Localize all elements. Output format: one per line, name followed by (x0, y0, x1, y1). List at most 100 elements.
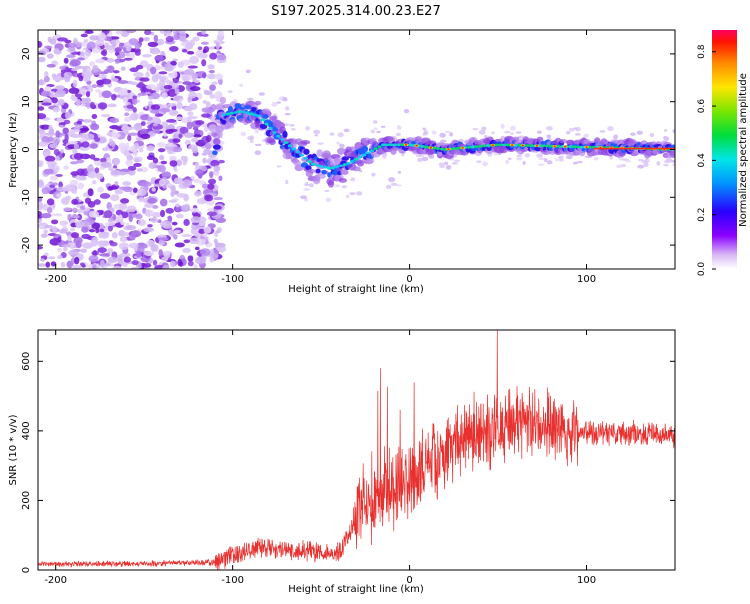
heatmap-faint-blob (484, 134, 488, 139)
heatmap-faint-blob (382, 156, 387, 159)
heatmap-faint-blob (663, 163, 669, 167)
heatmap-noise-blob (79, 103, 87, 107)
heatmap-noise-blob (109, 241, 118, 247)
heatmap-noise-blob (97, 247, 107, 253)
heatmap-faint-blob (538, 157, 545, 161)
heatmap-faint-blob (431, 130, 437, 135)
heatmap-noise-blob (46, 53, 54, 59)
heatmap-noise-blob (92, 65, 99, 73)
heatmap-track-core (326, 166, 332, 170)
heatmap-noise-blob (198, 228, 206, 234)
heatmap-noise-blob (181, 233, 192, 238)
heatmap-faint-blob (575, 126, 581, 132)
heatmap-faint-blob (555, 158, 559, 162)
heatmap-track-core (225, 112, 230, 116)
heatmap-track-core (556, 144, 561, 148)
heatmap-hot-core (429, 146, 433, 149)
heatmap-noise-blob (164, 251, 171, 256)
heatmap-track-core (474, 145, 480, 149)
heatmap-noise-blob (40, 213, 52, 219)
heatmap-noise-blob (156, 38, 165, 46)
heatmap-noise-blob (147, 197, 157, 204)
heatmap-track-body (303, 148, 310, 155)
heatmap-noise-blob (66, 46, 76, 53)
heatmap-track-core (299, 153, 305, 157)
heatmap-noise-blob (167, 103, 177, 107)
heatmap-noise-blob (46, 206, 53, 214)
heatmap-track-core (384, 143, 390, 147)
heatmap-faint-blob (336, 141, 340, 145)
heatmap-track-core (482, 144, 487, 148)
heatmap-noise-blob (56, 193, 62, 198)
heatmap-noise-blob (133, 162, 142, 167)
heatmap-noise-blob (85, 91, 91, 98)
heatmap-track-body (315, 168, 321, 174)
heatmap-track-halo (669, 150, 675, 159)
heatmap-noise-blob (136, 188, 147, 196)
heatmap-noise-blob (84, 49, 92, 57)
heatmap-noise-blob (182, 179, 193, 188)
heatmap-noise-blob (51, 73, 57, 79)
heatmap-hot-core (553, 145, 556, 148)
heatmap-noise-blob (203, 46, 210, 53)
heatmap-faint-blob (616, 164, 623, 169)
heatmap-noise-blob (81, 141, 90, 148)
heatmap-faint-blob (546, 126, 553, 131)
heatmap-noise-blob (111, 39, 117, 48)
heatmap-noise-blob (100, 78, 112, 85)
heatmap-noise-blob (119, 203, 128, 211)
heatmap-noise-blob (197, 46, 203, 51)
heatmap-track-core (501, 143, 507, 147)
heatmap-track-core (423, 145, 429, 149)
heatmap-noise-blob (69, 179, 79, 186)
heatmap-track-halo (212, 138, 221, 146)
heatmap-noise-blob (190, 175, 195, 180)
heatmap-faint-blob (524, 153, 531, 158)
heatmap-track-halo (315, 174, 326, 179)
heatmap-faint-blob (337, 132, 344, 138)
heatmap-faint-blob (290, 127, 296, 131)
heatmap-noise-blob (165, 207, 175, 214)
heatmap-faint-blob (385, 184, 392, 189)
heatmap-noise-blob (143, 30, 152, 36)
heatmap-noise-blob (89, 154, 96, 160)
heatmap-noise-blob (111, 132, 120, 139)
heatmap-noise-blob (181, 117, 190, 124)
heatmap-track-halo (293, 159, 301, 167)
heatmap-noise-blob (44, 252, 49, 257)
snr-y-tick-label: 400 (21, 421, 32, 440)
heatmap-track-halo (307, 168, 316, 174)
heatmap-noise-blob (126, 205, 137, 213)
heatmap-faint-blob (245, 69, 251, 74)
heatmap-noise-blob (38, 204, 44, 210)
heatmap-noise-blob (122, 96, 128, 104)
heatmap-track-core (357, 155, 363, 159)
heatmap-noise-blob (75, 98, 81, 107)
heatmap-noise-blob (41, 186, 51, 195)
heatmap-noise-blob (88, 255, 99, 263)
heatmap-noise-blob (88, 210, 100, 218)
heatmap-track-core (272, 131, 277, 134)
heatmap-noise-blob (75, 220, 85, 228)
heatmap-noise-blob (130, 230, 142, 238)
heatmap-faint-blob (536, 153, 543, 158)
heatmap-noise-blob (186, 118, 193, 122)
heatmap-noise-blob (157, 148, 166, 153)
snr-y-axis-label: SNR (10 * v/v) (8, 414, 19, 485)
heatmap-noise-blob (140, 121, 146, 127)
heatmap-noise-blob (65, 231, 72, 236)
heatmap-noise-blob (157, 164, 166, 173)
heatmap-noise-blob (46, 161, 56, 165)
heatmap-noise-blob (172, 138, 181, 143)
heatmap-noise-blob (93, 157, 100, 161)
heatmap-noise-blob (87, 188, 94, 197)
heatmap-faint-blob (476, 160, 482, 164)
heatmap-noise-blob (38, 56, 46, 63)
heatmap-faint-blob (254, 128, 259, 134)
heatmap-noise-blob (137, 246, 145, 253)
snr-y-ticks: 0 200 400 600 (21, 352, 675, 573)
heatmap-faint-blob (583, 133, 590, 138)
heatmap-faint-blob (509, 125, 516, 131)
heatmap-noise-blob (53, 48, 60, 54)
